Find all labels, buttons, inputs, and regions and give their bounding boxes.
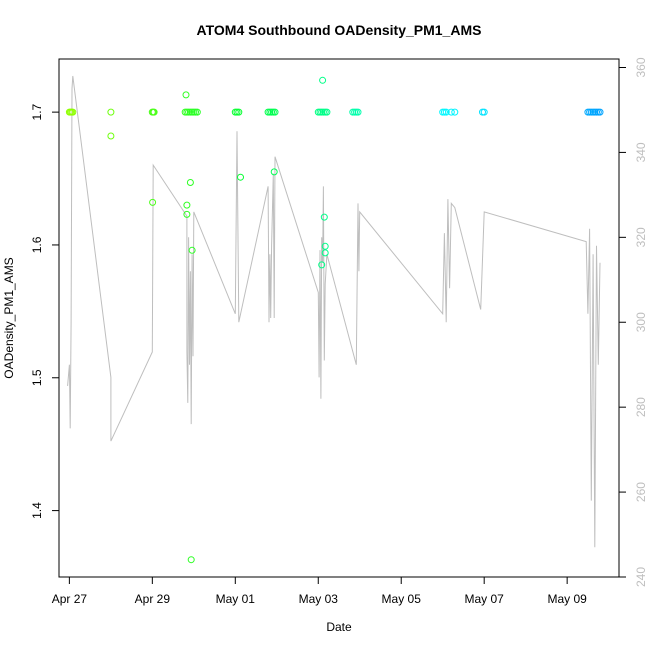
axes: Apr 27 Apr 29 May 01 May 03 May 05 May 07 May …	[30, 57, 648, 606]
data-point	[442, 108, 450, 116]
data-point	[150, 108, 158, 116]
x-tick-label: May 03	[299, 592, 339, 606]
data-point	[270, 168, 278, 176]
y2-tick-label: 300	[634, 312, 648, 332]
data-point	[323, 108, 331, 116]
y2-tick-label: 360	[634, 57, 648, 77]
x-tick-label: May 07	[465, 592, 505, 606]
data-point	[480, 108, 488, 116]
data-point	[320, 213, 328, 221]
plot-frame	[58, 58, 620, 578]
data-point	[182, 91, 190, 99]
x-tick-label: Apr 29	[135, 592, 171, 606]
x-axis-label: Date	[326, 620, 352, 634]
x-tick-label: May 09	[547, 592, 587, 606]
data-point	[235, 108, 243, 116]
data-point	[193, 108, 201, 116]
line-series-0	[67, 75, 601, 548]
line-series-layer	[67, 75, 601, 548]
point-series-layer	[65, 76, 604, 564]
y-tick-label: 1.7	[30, 103, 44, 120]
x-tick-label: May 01	[216, 592, 256, 606]
y2-tick-label: 240	[634, 567, 648, 587]
data-point	[107, 132, 115, 140]
data-point	[318, 261, 326, 269]
data-point	[354, 108, 362, 116]
data-point	[319, 76, 327, 84]
data-point	[187, 556, 195, 564]
y-tick-label: 1.5	[30, 369, 44, 386]
y-tick-label: 1.4	[30, 502, 44, 519]
data-point	[188, 246, 196, 254]
data-point	[321, 242, 329, 250]
x-tick-label: Apr 27	[52, 592, 88, 606]
data-point	[183, 201, 191, 209]
data-point	[321, 249, 329, 257]
data-point	[451, 108, 459, 116]
data-point	[69, 108, 77, 116]
data-point	[271, 108, 279, 116]
x-tick-label: May 05	[382, 592, 422, 606]
data-point	[149, 198, 157, 206]
data-point	[447, 108, 455, 116]
data-point	[237, 173, 244, 181]
data-point	[596, 108, 604, 116]
y2-tick-label: 320	[634, 227, 648, 247]
data-point	[107, 108, 115, 116]
y-axis-label: OADensity_PM1_AMS	[2, 257, 16, 378]
y2-tick-label: 260	[634, 482, 648, 502]
chart-title: ATOM4 Southbound OADensity_PM1_AMS	[197, 22, 482, 38]
y2-tick-label: 280	[634, 397, 648, 417]
y2-tick-label: 340	[634, 142, 648, 162]
data-point	[186, 179, 194, 186]
data-point	[183, 210, 191, 218]
y-tick-label: 1.6	[30, 236, 44, 253]
